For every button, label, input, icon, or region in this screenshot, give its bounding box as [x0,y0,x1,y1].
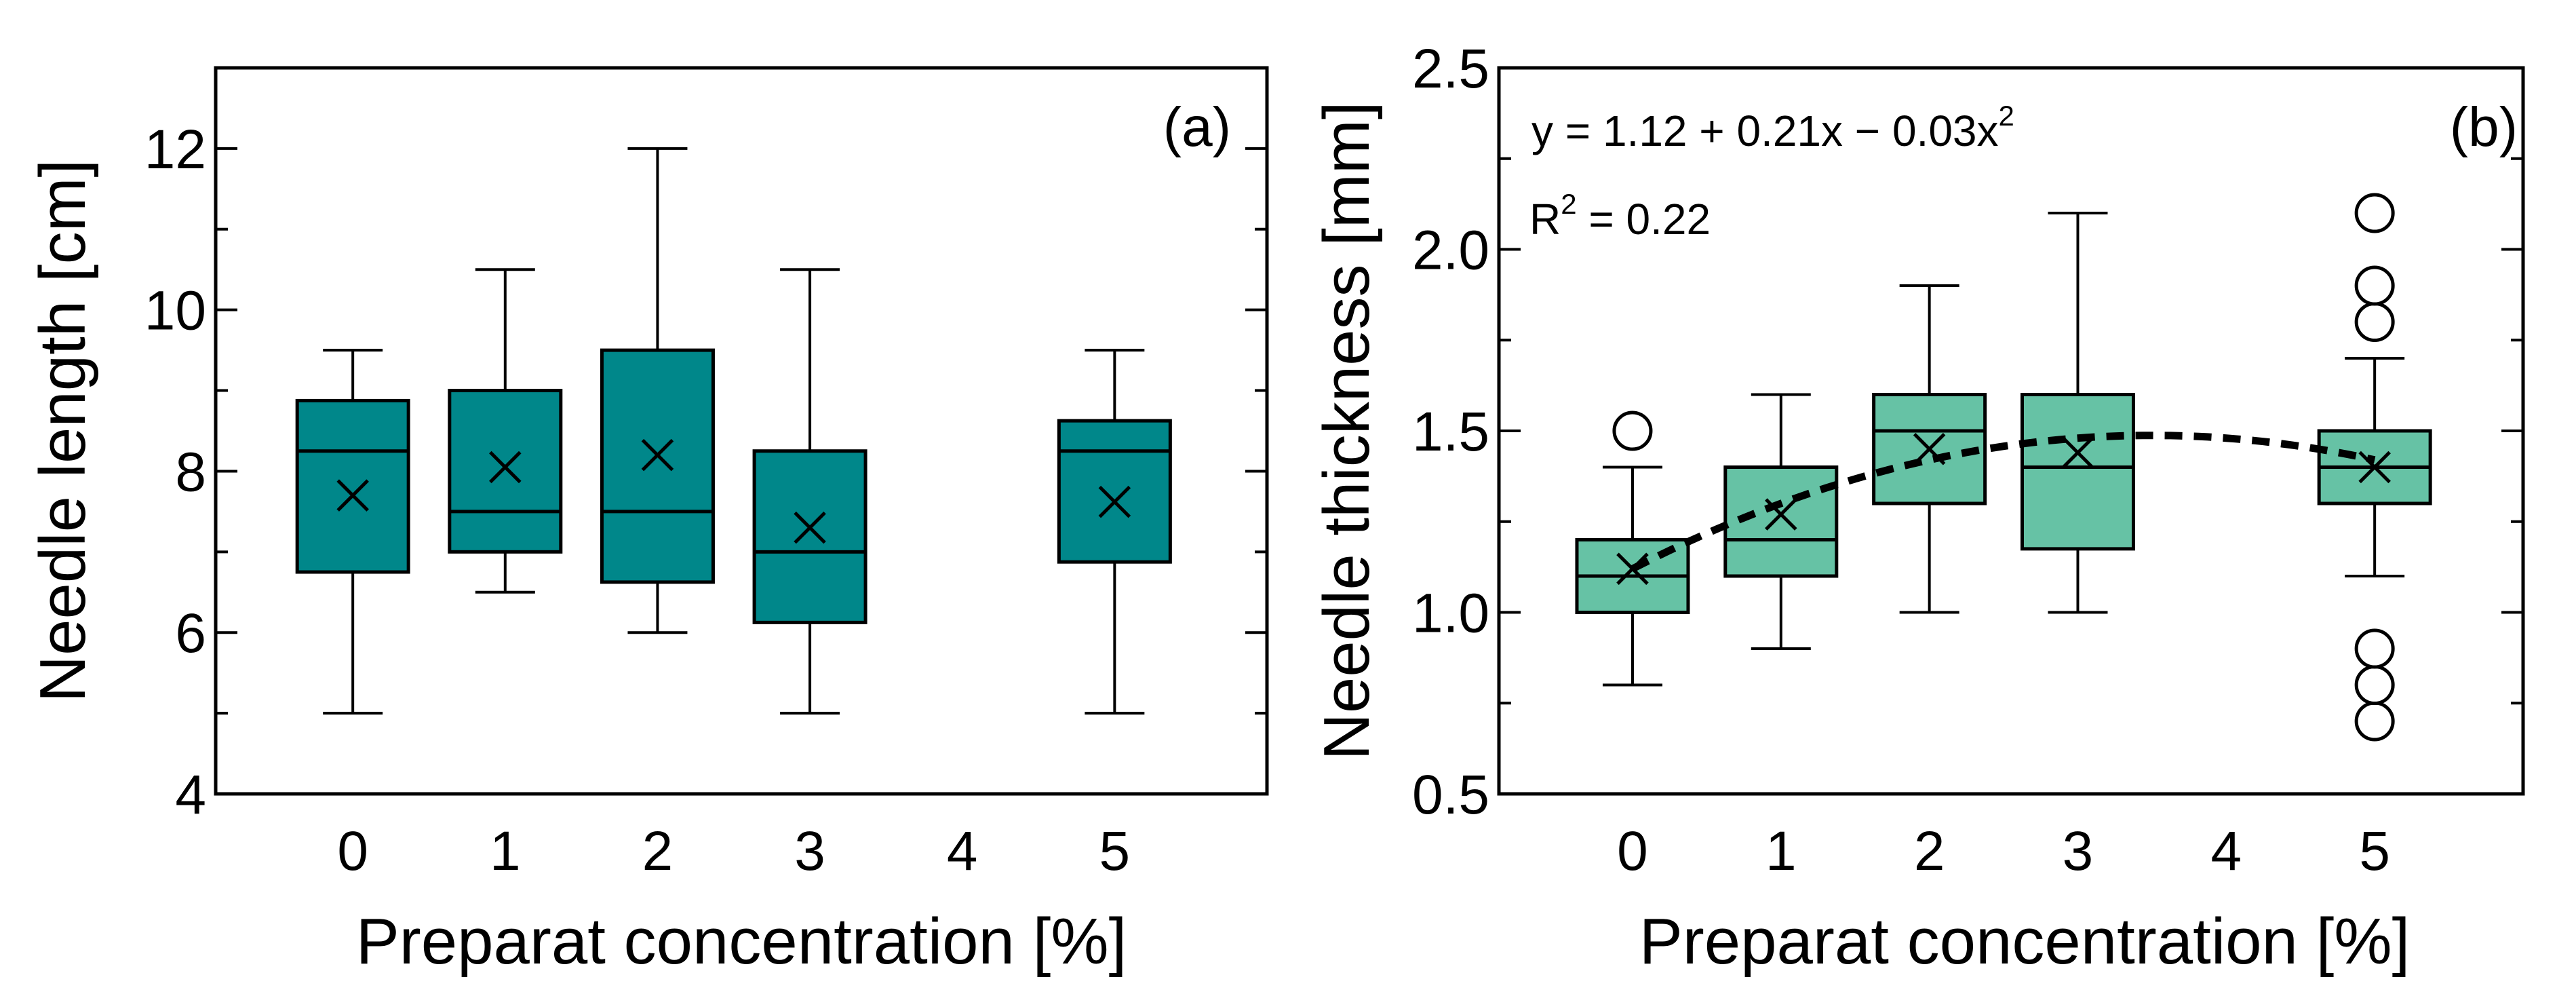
fit-equation: y = 1.12 + 0.21x − 0.03x2 [1531,100,2014,155]
outlier-point [2354,665,2395,705]
r-squared-exponent: 2 [1561,188,1576,220]
box-group-a-3 [752,268,867,715]
mean-marker [2358,451,2391,484]
r-squared-label: R2 = 0.22 [1529,188,1711,244]
boxes-a [295,147,1172,715]
x-axis-title-a: Preparat concentration [%] [356,905,1127,978]
outlier-point [2354,628,2395,669]
mean-marker [1616,552,1649,586]
iqr-box [752,449,867,624]
box-group-b-3 [2020,212,2135,614]
y-tick-label: 10 [144,280,206,342]
iqr-box [2020,393,2135,551]
x-tick-label: 0 [337,820,368,882]
iqr-box [295,398,410,574]
x-tick-label: 3 [794,820,825,882]
x-tick-label: 4 [2211,820,2242,882]
y-tick-label: 0.5 [1412,764,1489,826]
mean-marker [794,511,826,544]
y-axis-title-b: Needle thickness [mm] [1310,101,1383,760]
box-group-b-5 [2317,193,2432,742]
mean-marker [641,438,674,472]
y-tick-label: 1.0 [1412,583,1489,645]
quadratic-fit-line [1631,432,2376,573]
y-tick-label: 1.5 [1412,401,1489,463]
iqr-box [600,348,715,584]
x-tick-label: 2 [1914,820,1945,882]
x-tick-label: 3 [2063,820,2094,882]
x-tick-label: 0 [1617,820,1648,882]
y-tick-label: 2.5 [1412,38,1489,100]
plot-frame-a [214,66,1269,796]
box-group-a-1 [448,268,563,594]
box-group-a-2 [600,147,715,634]
mean-marker [336,479,369,512]
x-tick-label: 5 [1099,820,1131,882]
outlier-point [2354,302,2395,342]
x-tick-label: 1 [1765,820,1797,882]
box-group-a-0 [295,349,410,715]
iqr-box [1057,419,1172,564]
mean-marker [2061,436,2094,469]
y-tick-label: 4 [175,764,206,826]
y-ticks-b: 0.5 1.0 1.5 2.0 2.5 [1412,38,2523,826]
outlier-point [2354,193,2395,233]
y-tick-label: 8 [175,441,206,503]
x-ticks-a: 0 1 2 3 4 5 [337,820,1130,882]
panel-label-b: (b) [2450,96,2518,158]
y-tick-label: 2.0 [1412,220,1489,282]
panel-label-a: (a) [1163,96,1231,158]
x-ticks-b: 0 1 2 3 4 5 [1617,820,2390,882]
r-squared-symbol: R [1529,195,1561,244]
y-tick-label: 6 [175,603,206,664]
x-tick-label: 2 [642,820,674,882]
x-tick-label: 4 [947,820,978,882]
outlier-point [2354,701,2395,742]
boxes-b [1575,193,2432,742]
outlier-point [2354,265,2395,306]
mean-marker [489,451,522,484]
mean-marker [1098,485,1131,518]
r-squared-value: = 0.22 [1577,195,1711,244]
y-tick-label: 12 [144,119,206,180]
box-group-a-5 [1057,349,1172,715]
x-tick-label: 5 [2359,820,2390,882]
x-tick-label: 1 [490,820,521,882]
iqr-box [448,389,563,554]
y-ticks-a: 4 6 8 10 12 [144,66,1267,826]
box-group-b-1 [1723,393,1839,650]
panel-b: 0.5 1.0 1.5 2.0 2.5 0 1 2 3 4 5 (b) y = 1.12 + 0.… [1310,38,2525,978]
y-axis-title-a: Needle length [cm] [26,159,99,702]
fit-equation-body: y = 1.12 + 0.21x − 0.03x [1531,107,1999,155]
outlier-point [1612,411,1653,451]
x-axis-title-b: Preparat concentration [%] [1639,905,2411,978]
fit-equation-exponent: 2 [1999,100,2014,132]
